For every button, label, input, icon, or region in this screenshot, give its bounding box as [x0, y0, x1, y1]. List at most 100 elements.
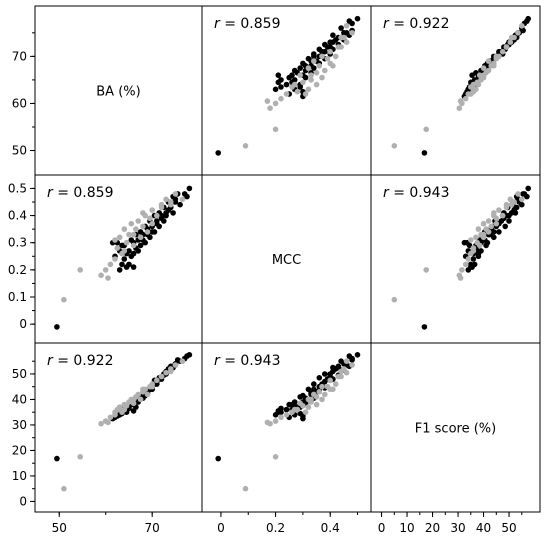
data-point-s0-p38-r0-c1 [319, 48, 325, 55]
data-point-s1-p7-r2-c1 [305, 404, 312, 410]
data-point-s1-p1-r2-c1 [272, 454, 279, 460]
data-point-s1-p21-r1-c2 [496, 207, 502, 213]
data-point-s1-p15-r0-c1 [322, 67, 328, 74]
x-tick-label-c0-0: 50 [52, 521, 67, 535]
data-point-s1-p26-r0-c2 [515, 30, 521, 36]
data-point-s0-p29-r0-c1 [354, 15, 361, 22]
data-point-s0-p11-r0-c1 [297, 65, 304, 71]
data-point-s0-p58-r2-c1 [346, 353, 353, 359]
data-point-s0-p58-r0-c2 [524, 18, 530, 24]
data-point-s0-p40-r1-c0 [163, 212, 169, 219]
y-tick-label-r0-2: 70 [12, 49, 27, 63]
data-point-s0-p57-r2-c0 [174, 357, 181, 363]
data-point-s1-p30-r0-c2 [480, 72, 487, 78]
data-point-s1-p27-r0-c1 [343, 23, 350, 29]
data-point-s0-p40-r2-c1 [327, 371, 334, 377]
data-point-s0-p51-r1-c0 [119, 242, 125, 249]
data-point-s1-p13-r2-c1 [297, 400, 304, 407]
data-point-s1-p20-r1-c0 [147, 215, 153, 222]
y-tick-label-r1-2: 0.2 [8, 263, 27, 277]
data-point-s1-p11-r0-c1 [308, 77, 314, 83]
data-point-s0-p25-r1-c2 [512, 210, 519, 216]
data-point-s1-p7-r1-c2 [473, 234, 479, 241]
data-point-s1-p4-r1-c0 [107, 261, 114, 268]
diagonal-label-mcc: MCC [272, 253, 301, 268]
data-point-s1-p27-r0-c2 [519, 23, 525, 29]
data-point-s0-p25-r1-c0 [170, 210, 176, 216]
data-point-s1-p29-r1-c2 [470, 248, 477, 254]
data-point-s1-p22-r0-c1 [327, 48, 334, 55]
data-point-s1-p30-r1-c0 [130, 231, 137, 238]
y-tick-label-r1-5: 0.5 [8, 181, 27, 195]
data-point-s0-p58-r1-c0 [184, 193, 190, 200]
data-point-s0-p0-r1-c2 [421, 324, 428, 330]
data-point-s1-p10-r1-c0 [123, 239, 130, 246]
data-point-s0-p4-r2-c1 [283, 406, 290, 413]
data-point-s1-p5-r2-c1 [283, 412, 290, 418]
data-point-s1-p17-r1-c0 [140, 223, 146, 230]
data-point-s0-p58-r2-c0 [184, 353, 190, 359]
data-point-s1-p15-r2-c1 [322, 391, 328, 398]
data-point-s1-p12-r1-c2 [480, 220, 487, 227]
x-tick-label-c2-5: 50 [501, 521, 516, 535]
data-point-s1-p33-r1-c0 [158, 204, 165, 211]
data-point-s1-p0-r2-c1 [242, 485, 249, 492]
data-point-s0-p27-r2-c1 [338, 358, 344, 365]
data-point-s1-p27-r2-c1 [343, 358, 350, 365]
data-point-s1-p33-r1-c2 [503, 204, 510, 211]
data-point-s1-p32-r0-c2 [493, 53, 500, 60]
y-tick-label-r2-2: 20 [12, 443, 27, 457]
data-point-s1-p26-r1-c0 [172, 191, 179, 197]
diagonal-label-ba: BA (%) [96, 85, 140, 100]
y-tick-label-r1-4: 0.4 [8, 209, 27, 223]
data-point-s0-p17-r1-c2 [496, 229, 502, 235]
data-point-s0-p59-r2-c0 [130, 408, 137, 414]
data-point-s1-p31-r2-c0 [140, 386, 146, 393]
data-point-s1-p9-r1-c2 [475, 226, 482, 232]
data-point-s1-p9-r2-c1 [313, 401, 320, 408]
data-point-s0-p34-r0-c1 [291, 67, 298, 74]
data-point-s0-p59-r2-c1 [275, 408, 282, 414]
data-point-s1-p16-r0-c1 [305, 65, 312, 71]
data-point-s1-p28-r1-c2 [468, 237, 474, 243]
data-point-s0-p52-r1-c0 [128, 237, 135, 243]
data-point-s1-p17-r2-c1 [316, 389, 323, 395]
data-point-s1-p33-r0-c2 [503, 44, 510, 50]
data-point-s1-p2-r2-c0 [98, 420, 104, 427]
axes-layer: 50 60 70 0 0.1 0.2 0.3 0.4 0.5 0 10 20 30 40 50 50 70 0 0.… [8, 32, 523, 535]
data-point-s0-p51-r2-c1 [297, 410, 304, 417]
data-point-s0-p25-r0-c1 [330, 32, 336, 38]
y-tick-label-r2-1: 10 [12, 469, 27, 483]
data-point-s0-p34-r1-c2 [478, 248, 484, 254]
y-tick-label-r2-0: 0 [19, 494, 27, 508]
data-point-s1-p1-r1-c0 [77, 267, 83, 273]
data-point-s1-p28-r0-c2 [468, 91, 474, 97]
data-point-s1-p7-r2-c0 [116, 404, 123, 410]
data-point-s0-p21-r2-c1 [322, 371, 328, 377]
data-point-s1-p20-r1-c2 [493, 215, 500, 222]
data-point-s1-p19-r2-c0 [144, 391, 151, 398]
data-point-s0-p59-r1-c0 [130, 264, 137, 270]
data-point-s1-p32-r0-c1 [319, 53, 325, 60]
data-point-s0-p53-r0-c1 [311, 65, 317, 71]
data-point-s1-p6-r1-c0 [114, 245, 121, 251]
data-point-s0-p53-r1-c0 [137, 229, 144, 235]
data-point-s0-p29-r1-c2 [525, 185, 531, 192]
data-point-s0-p39-r1-c0 [158, 215, 165, 222]
data-point-s1-p30-r1-c2 [480, 231, 487, 238]
data-point-s1-p24-r0-c2 [507, 39, 514, 45]
data-point-s1-p27-r1-c2 [519, 196, 525, 203]
data-point-s1-p31-r0-c2 [491, 63, 497, 69]
data-point-s1-p13-r2-c0 [130, 400, 137, 407]
data-point-s1-p26-r2-c0 [172, 362, 179, 368]
data-point-s1-p35-r0-c2 [457, 98, 464, 104]
data-point-s1-p14-r0-c1 [313, 70, 320, 76]
data-point-s0-p27-r0-c1 [338, 25, 344, 31]
data-point-s1-p22-r0-c2 [499, 48, 506, 55]
data-point-s1-p29-r1-c0 [121, 248, 128, 254]
data-point-s1-p28-r0-c1 [302, 91, 309, 97]
data-point-s1-p7-r1-c0 [116, 234, 123, 241]
data-point-s1-p17-r0-c1 [316, 63, 323, 69]
correlation-label-r1-c0: r = 0.859 [47, 185, 113, 201]
data-point-s1-p5-r0-c1 [283, 91, 290, 97]
